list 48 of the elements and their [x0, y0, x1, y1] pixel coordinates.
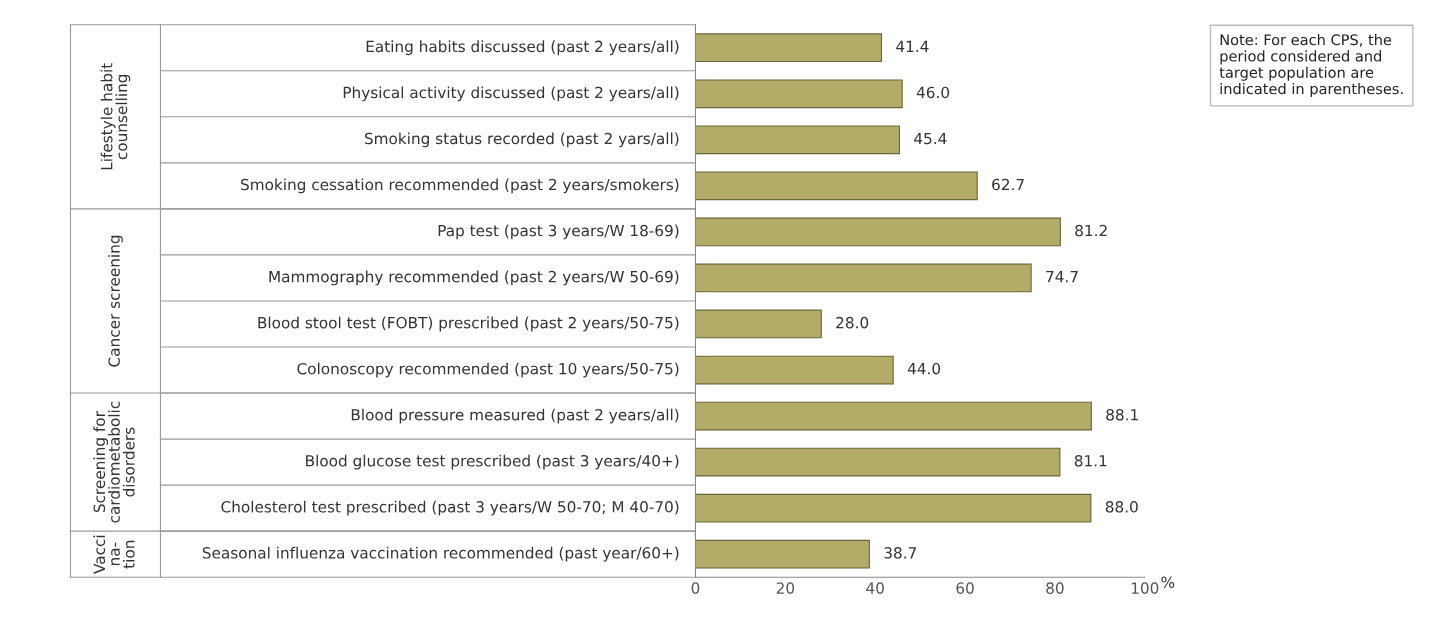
bar	[695, 447, 1061, 477]
data-label: 46.0	[916, 86, 950, 99]
bar	[695, 309, 822, 339]
bar	[695, 355, 894, 385]
bar	[695, 125, 901, 155]
y-tick-label: Seasonal influenza vaccination recommended (past year/60+)	[202, 546, 679, 562]
x-tick-label: 100	[1131, 582, 1159, 594]
data-label: 62.7	[992, 178, 1024, 191]
bar	[695, 171, 978, 201]
data-label: 81.1	[1074, 454, 1107, 467]
x-tick-label: 0	[691, 582, 700, 594]
x-axis-title: %	[1161, 576, 1175, 589]
data-label: 38.7	[884, 547, 916, 559]
y-tick-label: Blood stool test (FOBT) prescribed (past 2 years/50-75)	[258, 316, 679, 332]
data-label: 81.2	[1075, 224, 1107, 237]
bar	[695, 33, 883, 63]
y-tick-label: Cholesterol test prescribed (past 3 years/W 50-70; M 40-70)	[221, 500, 679, 516]
data-label: 45.4	[914, 132, 947, 145]
y-tick-label: Colonoscopy recommended (past 10 years/50-75)	[297, 362, 679, 378]
data-label: 88.1	[1106, 408, 1138, 421]
y-tick-label: Smoking cessation recommended (past 2 years/smokers)	[241, 178, 679, 194]
y-tick-label: Smoking status recorded (past 2 yars/all)	[364, 132, 679, 148]
bar	[695, 539, 870, 569]
data-label: 74.7	[1046, 271, 1078, 283]
text: Lifestyle habit counselling	[100, 63, 131, 170]
bar	[695, 263, 1032, 293]
data-label: 41.4	[896, 40, 929, 52]
y-tick-label: Pap test (past 3 years/W 18-69)	[438, 224, 679, 240]
x-tick-label: 80	[1046, 582, 1064, 594]
y-tick-label: Blood pressure measured (past 2 years/all)	[351, 408, 679, 424]
text: Cancer screening	[108, 235, 123, 367]
data-label: 88.0	[1105, 501, 1138, 513]
x-tick-label: 40	[866, 582, 884, 594]
text: Screening for cardiometabolic disorders	[93, 401, 135, 523]
text: Vacci na- tion	[93, 535, 135, 574]
y-tick-label: Mammography recommended (past 2 years/W 50-69)	[269, 270, 679, 286]
bar	[695, 401, 1092, 431]
data-label: 28.0	[836, 316, 869, 329]
data-label: 44.0	[907, 362, 941, 375]
text: Note: For each CPS, the period considered and target population are indicated in parentheses.	[1219, 33, 1403, 98]
y-tick-label: Blood glucose test prescribed (past 3 years/40+)	[306, 454, 679, 470]
y-tick-label: Eating habits discussed (past 2 years/all)	[366, 40, 679, 56]
bar	[695, 217, 1061, 247]
x-tick-label: 20	[776, 582, 795, 594]
bar	[695, 79, 903, 109]
bar	[695, 493, 1092, 523]
y-tick-label: Physical activity discussed (past 2 years/all)	[343, 86, 679, 102]
x-tick-label: 60	[956, 582, 974, 594]
